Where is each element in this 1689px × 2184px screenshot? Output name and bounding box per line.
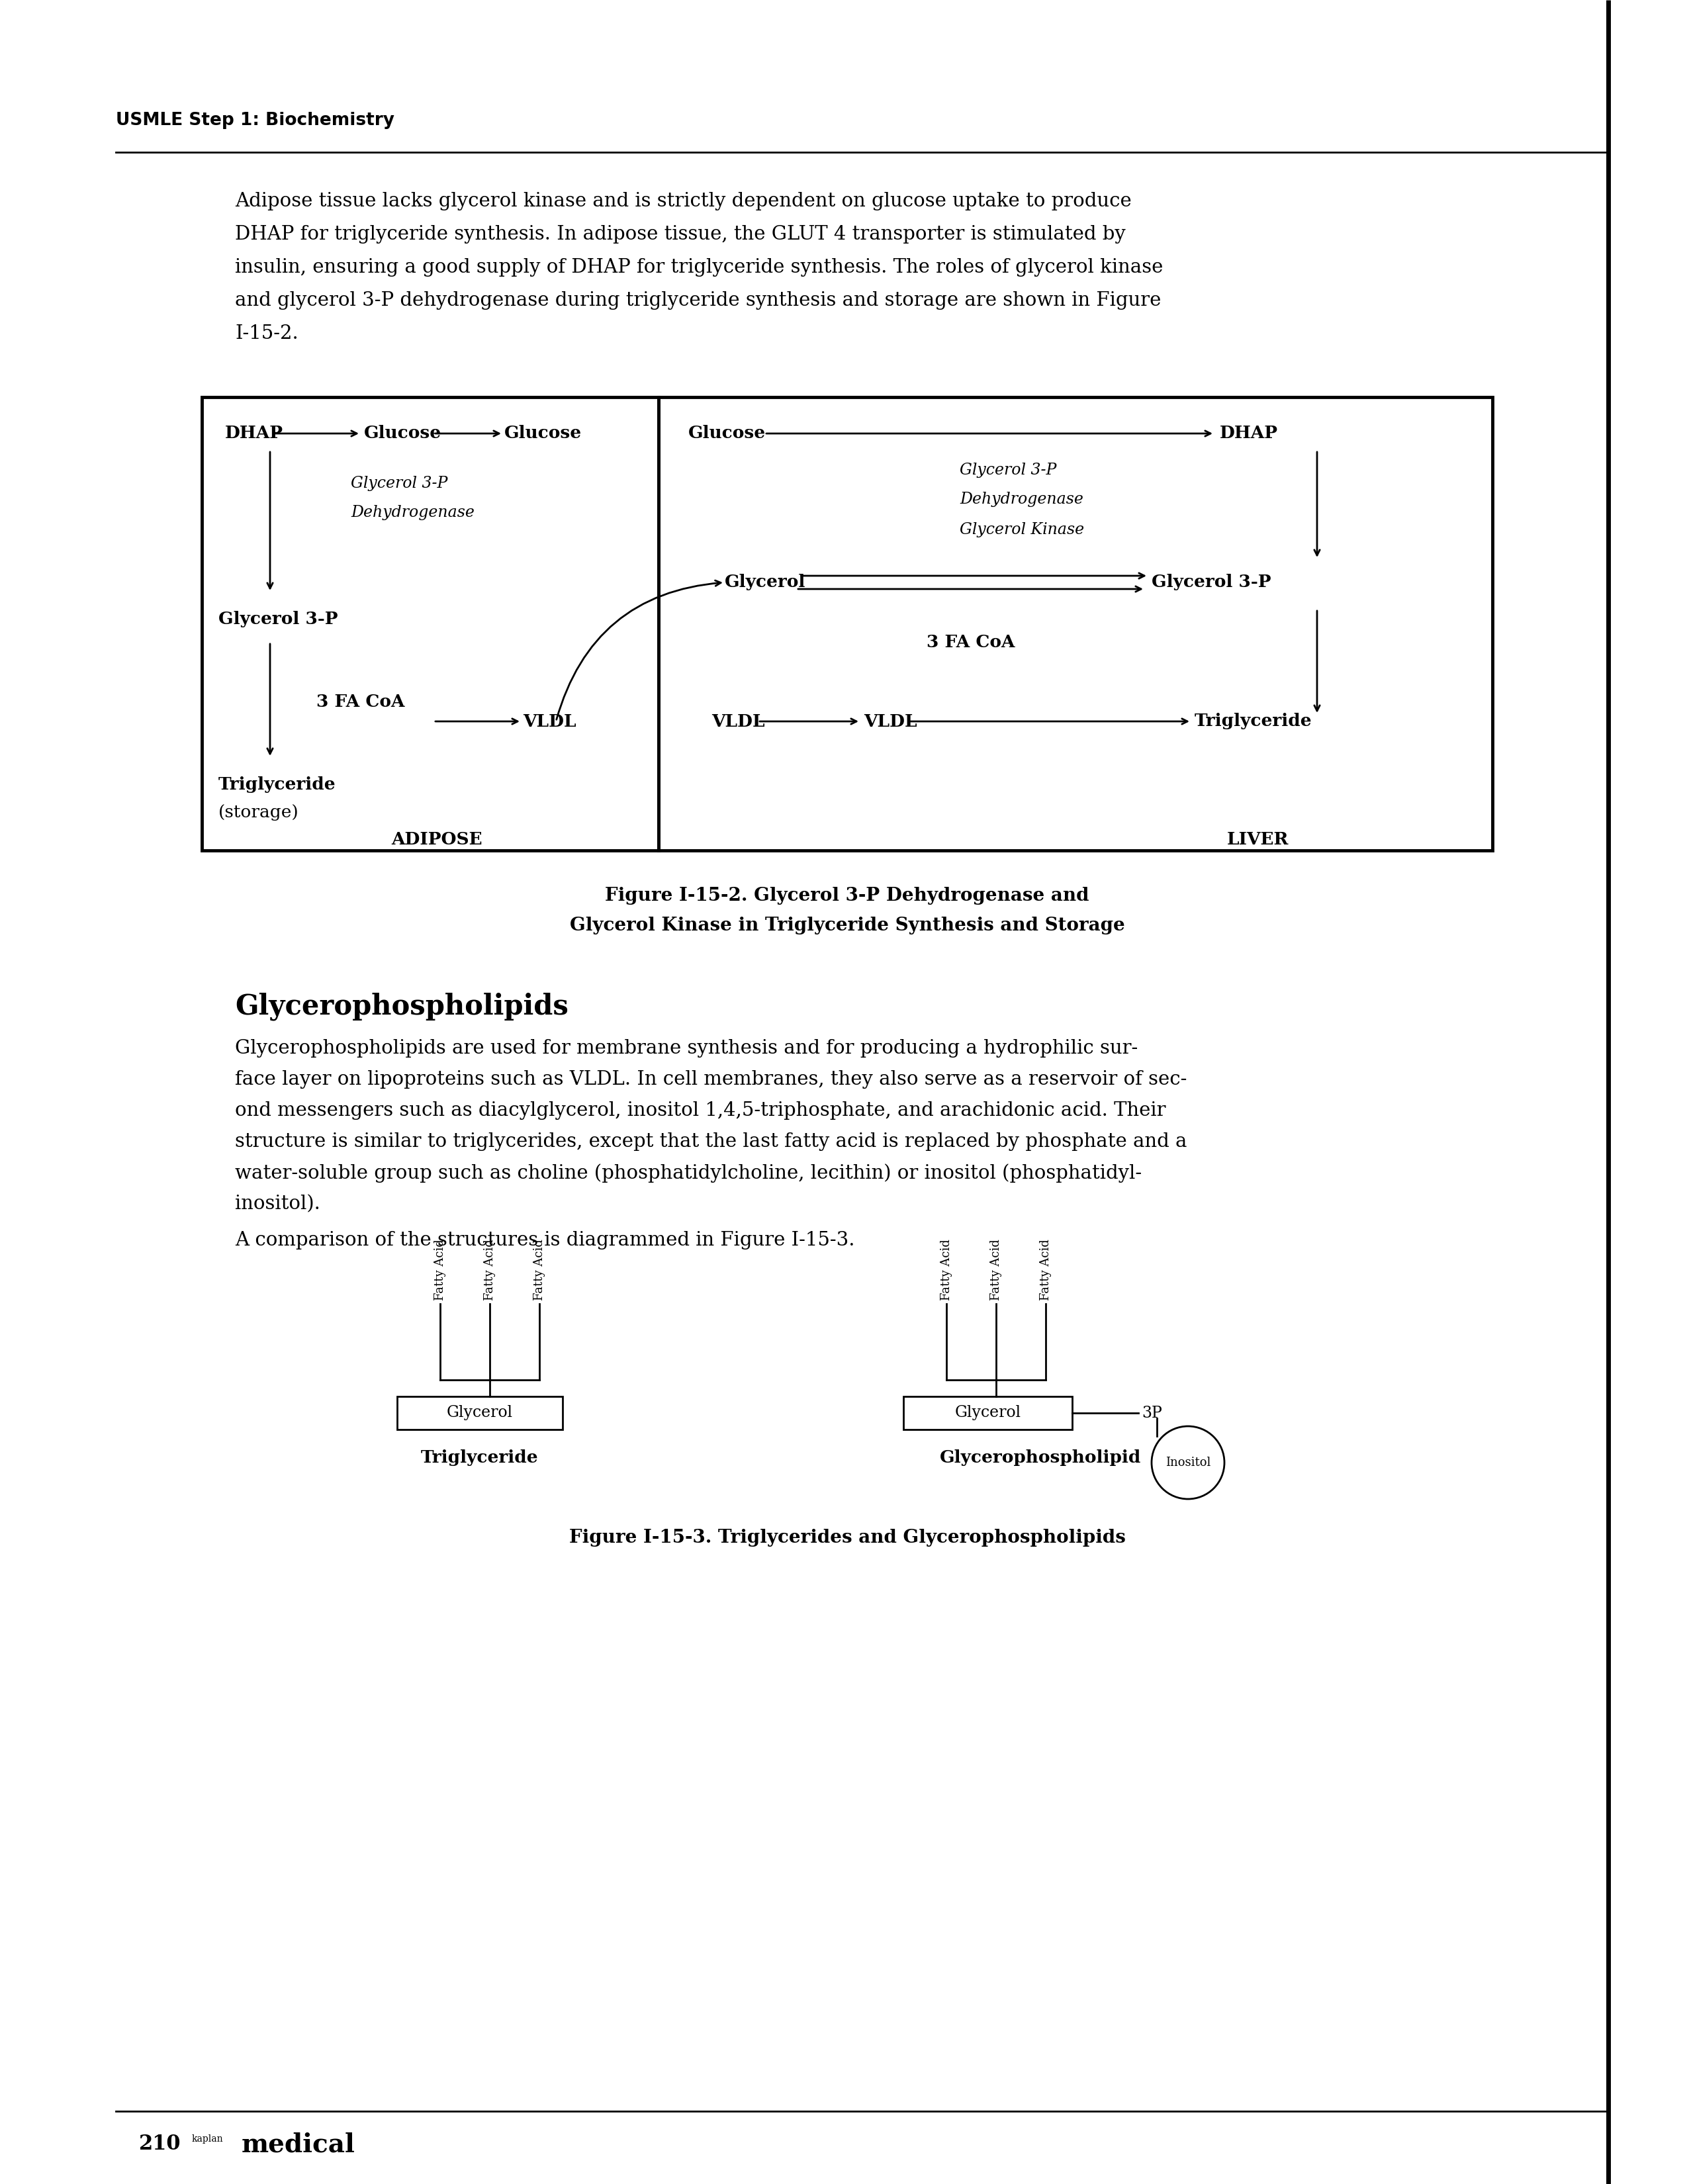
Text: structure is similar to triglycerides, except that the last fatty acid is replac: structure is similar to triglycerides, e… — [235, 1131, 1187, 1151]
Text: Dehydrogenase: Dehydrogenase — [351, 505, 475, 520]
Text: 3 FA CoA: 3 FA CoA — [316, 692, 405, 710]
Text: ADIPOSE: ADIPOSE — [392, 830, 483, 847]
Text: USMLE Step 1: Biochemistry: USMLE Step 1: Biochemistry — [117, 111, 395, 129]
Text: Fatty Acid: Fatty Acid — [990, 1238, 1002, 1299]
Text: Inositol: Inositol — [1165, 1457, 1211, 1468]
Text: inositol).: inositol). — [235, 1195, 321, 1212]
Text: VLDL: VLDL — [711, 714, 765, 729]
Text: I-15-2.: I-15-2. — [235, 323, 299, 343]
Text: Glycerol 3-P: Glycerol 3-P — [959, 463, 1057, 478]
Text: Fatty Acid: Fatty Acid — [434, 1238, 446, 1299]
Text: Dehydrogenase: Dehydrogenase — [959, 491, 1083, 507]
Text: water-soluble group such as choline (phosphatidylcholine, lecithin) or inositol : water-soluble group such as choline (pho… — [235, 1164, 1142, 1182]
Text: Fatty Acid: Fatty Acid — [941, 1238, 953, 1299]
Text: Glycerophospholipid: Glycerophospholipid — [941, 1450, 1142, 1465]
Text: 3 FA CoA: 3 FA CoA — [927, 633, 1015, 651]
Text: A comparison of the structures is diagrammed in Figure I-15-3.: A comparison of the structures is diagra… — [235, 1232, 855, 1249]
Text: DHAP: DHAP — [1219, 426, 1279, 441]
Text: Glucose: Glucose — [689, 426, 765, 441]
Text: Triglyceride: Triglyceride — [421, 1450, 539, 1465]
Text: DHAP for triglyceride synthesis. In adipose tissue, the GLUT 4 transporter is st: DHAP for triglyceride synthesis. In adip… — [235, 225, 1125, 245]
Text: 210: 210 — [138, 2134, 181, 2156]
Text: Adipose tissue lacks glycerol kinase and is strictly dependent on glucose uptake: Adipose tissue lacks glycerol kinase and… — [235, 192, 1132, 210]
Text: medical: medical — [242, 2132, 355, 2158]
Text: Glycerol: Glycerol — [954, 1404, 1020, 1420]
Text: Glycerol: Glycerol — [725, 574, 806, 590]
Text: LIVER: LIVER — [1226, 830, 1289, 847]
Text: Fatty Acid: Fatty Acid — [483, 1238, 495, 1299]
Text: face layer on lipoproteins such as VLDL. In cell membranes, they also serve as a: face layer on lipoproteins such as VLDL.… — [235, 1070, 1187, 1088]
Text: Glucose: Glucose — [505, 426, 581, 441]
Text: VLDL: VLDL — [863, 714, 917, 729]
Text: Glycerol: Glycerol — [446, 1404, 513, 1420]
Text: Glucose: Glucose — [365, 426, 441, 441]
Text: Fatty Acid: Fatty Acid — [534, 1238, 546, 1299]
Text: Glycerol Kinase in Triglyceride Synthesis and Storage: Glycerol Kinase in Triglyceride Synthesi… — [569, 917, 1125, 935]
Text: Glycerophospholipids: Glycerophospholipids — [235, 994, 569, 1020]
Text: and glycerol 3-P dehydrogenase during triglyceride synthesis and storage are sho: and glycerol 3-P dehydrogenase during tr… — [235, 290, 1160, 310]
Bar — [904, 1396, 1073, 1431]
Text: Glycerol 3-P: Glycerol 3-P — [218, 612, 338, 627]
Bar — [203, 397, 659, 850]
Bar — [659, 397, 1493, 850]
Text: DHAP: DHAP — [225, 426, 284, 441]
Text: Glycerol 3-P: Glycerol 3-P — [1152, 574, 1272, 590]
Text: kaplan: kaplan — [193, 2134, 223, 2145]
Text: VLDL: VLDL — [524, 714, 576, 729]
Bar — [397, 1396, 562, 1431]
Text: Triglyceride: Triglyceride — [1194, 714, 1312, 729]
Text: 3P: 3P — [1142, 1404, 1162, 1420]
Text: Triglyceride: Triglyceride — [218, 775, 336, 793]
Text: ond messengers such as diacylglycerol, inositol 1,4,5-triphosphate, and arachido: ond messengers such as diacylglycerol, i… — [235, 1101, 1165, 1120]
Text: Glycerophospholipids are used for membrane synthesis and for producing a hydroph: Glycerophospholipids are used for membra… — [235, 1040, 1138, 1057]
Text: Glycerol 3-P: Glycerol 3-P — [351, 476, 448, 491]
Text: Fatty Acid: Fatty Acid — [1040, 1238, 1052, 1299]
Text: insulin, ensuring a good supply of DHAP for triglyceride synthesis. The roles of: insulin, ensuring a good supply of DHAP … — [235, 258, 1164, 277]
Text: (storage): (storage) — [218, 804, 299, 821]
Text: Glycerol Kinase: Glycerol Kinase — [959, 522, 1084, 537]
Text: Figure I-15-2. Glycerol 3-P Dehydrogenase and: Figure I-15-2. Glycerol 3-P Dehydrogenas… — [605, 887, 1089, 904]
Text: Figure I-15-3. Triglycerides and Glycerophospholipids: Figure I-15-3. Triglycerides and Glycero… — [569, 1529, 1125, 1546]
